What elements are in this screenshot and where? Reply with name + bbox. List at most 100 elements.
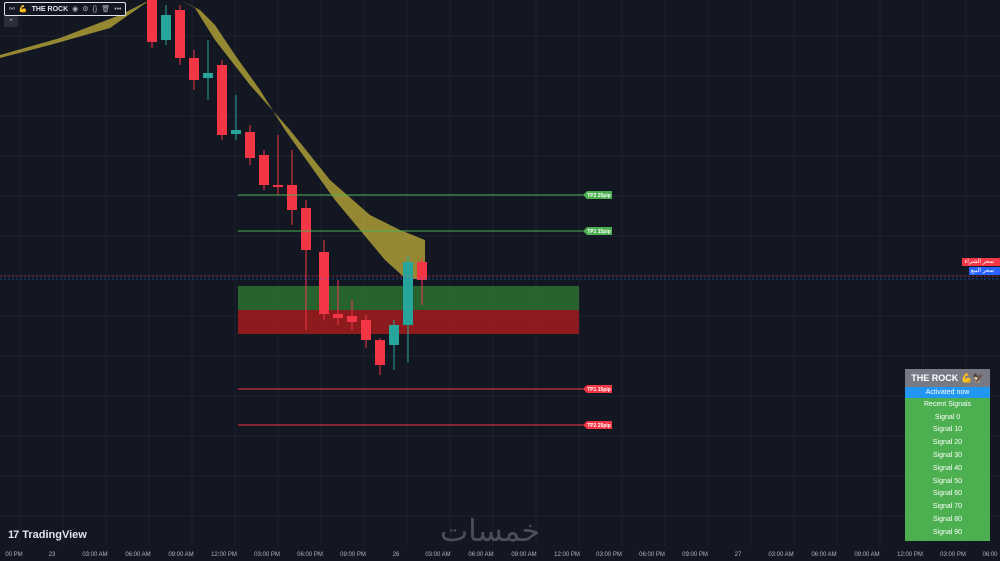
tp-lines: TP2 25pip TP1 15pip TP1 15pip TP2 25pip bbox=[238, 191, 612, 429]
candle-body bbox=[217, 65, 227, 135]
buy-price-tag: سعر البيع bbox=[968, 267, 996, 275]
candle-body bbox=[403, 262, 413, 325]
candle bbox=[389, 320, 399, 370]
time-axis-label: 09:00 PM bbox=[340, 552, 366, 558]
candle bbox=[259, 150, 269, 190]
time-axis-label: 09:00 PM bbox=[682, 552, 708, 558]
candle bbox=[189, 50, 199, 90]
candle bbox=[333, 280, 343, 325]
moving-average-band bbox=[0, 0, 425, 280]
candle bbox=[147, 0, 157, 48]
candle-body bbox=[417, 262, 427, 280]
candle bbox=[175, 5, 185, 65]
candle bbox=[361, 315, 371, 348]
time-axis-label: 09:00 AM bbox=[168, 552, 193, 558]
candle-body bbox=[361, 320, 371, 340]
candle-body bbox=[203, 73, 213, 78]
tp-line: TP1 15pip bbox=[238, 385, 612, 393]
candle-body bbox=[301, 208, 311, 250]
candle-body bbox=[189, 58, 199, 80]
time-axis-label: 06:00 bbox=[982, 552, 998, 558]
candle-body bbox=[375, 340, 385, 365]
time-axis-label: 03:00 PM bbox=[940, 552, 966, 558]
time-axis-label: 03:00 PM bbox=[254, 552, 280, 558]
candle-body bbox=[147, 0, 157, 42]
candle-body bbox=[259, 155, 269, 185]
collapse-legend-button[interactable]: ⌃ bbox=[4, 16, 18, 27]
candle bbox=[287, 150, 297, 225]
sell-price-tag: سعر الشراء bbox=[962, 258, 996, 266]
indicator-legend[interactable]: ⚯ 💪 THE ROCK ◉ ⚙ {} 🗑 ••• bbox=[4, 2, 127, 16]
time-axis-label: 12:00 PM bbox=[897, 552, 923, 558]
chevron-up-icon: ⌃ bbox=[8, 18, 14, 26]
panel-status: Activated now bbox=[905, 387, 990, 398]
band-fill bbox=[0, 0, 425, 280]
time-axis-label: 03:00 AM bbox=[425, 552, 450, 558]
tp-label: TP2 25pip bbox=[587, 193, 611, 199]
signal-row: Signal 90 bbox=[932, 528, 963, 536]
indicator-emoji: 💪 bbox=[18, 6, 28, 13]
indicator-name: THE ROCK bbox=[31, 5, 69, 13]
tp-label: TP1 15pip bbox=[587, 229, 611, 235]
candle bbox=[319, 240, 329, 320]
candle bbox=[417, 258, 427, 305]
signal-row: Signal 20 bbox=[932, 439, 963, 447]
signal-row: Signal 50 bbox=[932, 477, 963, 485]
panel-section-title: Recent Signals bbox=[923, 400, 972, 408]
signal-row: Signal 0 bbox=[934, 413, 961, 421]
time-axis-label: 00 PM bbox=[5, 552, 22, 558]
candle bbox=[161, 5, 171, 45]
trash-icon[interactable]: 🗑 bbox=[101, 6, 111, 13]
time-axis-label: 03:00 PM bbox=[596, 552, 622, 558]
buy-edge-marker bbox=[996, 267, 1000, 275]
tp-line: TP1 15pip bbox=[238, 227, 612, 235]
panel-title-emoji: 💪🦅 bbox=[961, 372, 984, 383]
time-axis-label: 09:00 AM bbox=[511, 552, 536, 558]
tp-line: TP2 25pip bbox=[238, 421, 612, 429]
panel-title: THE ROCK bbox=[911, 373, 959, 383]
settings-icon[interactable]: ⚙ bbox=[82, 6, 89, 13]
signal-row: Signal 30 bbox=[932, 452, 963, 460]
link-icon: ⚯ bbox=[9, 6, 15, 13]
tp-label: TP2 25pip bbox=[587, 423, 611, 429]
time-axis-label: 06:00 PM bbox=[297, 552, 323, 558]
candle bbox=[203, 40, 213, 100]
candle-body bbox=[287, 185, 297, 210]
tradingview-logo[interactable]: 17 TradingView bbox=[8, 529, 87, 541]
source-code-icon[interactable]: {} bbox=[92, 5, 98, 13]
time-axis-label: 12:00 PM bbox=[211, 552, 237, 558]
candle-body bbox=[245, 132, 255, 158]
candle bbox=[301, 200, 311, 330]
sell-edge-marker bbox=[996, 258, 1000, 266]
signal-panel: THE ROCK 💪🦅 Activated now Recent Signals… bbox=[905, 369, 990, 541]
tp-label: TP1 15pip bbox=[587, 387, 611, 393]
candlesticks bbox=[147, 0, 427, 375]
signal-row: Signal 70 bbox=[932, 503, 963, 511]
candle-body bbox=[161, 15, 171, 40]
candle-body bbox=[333, 314, 343, 318]
time-axis-label: 23 bbox=[49, 552, 56, 558]
candle bbox=[375, 338, 385, 375]
candle-body bbox=[319, 252, 329, 314]
time-axis-label: 09:00 AM bbox=[854, 552, 879, 558]
tp-line: TP2 25pip bbox=[238, 191, 612, 199]
candle bbox=[403, 255, 413, 362]
eye-icon[interactable]: ◉ bbox=[72, 6, 79, 13]
tradingview-label: TradingView bbox=[22, 529, 87, 541]
candle-body bbox=[231, 130, 241, 134]
panel-header: THE ROCK 💪🦅 bbox=[905, 369, 990, 387]
candle bbox=[245, 125, 255, 165]
more-icon[interactable]: ••• bbox=[114, 5, 122, 13]
time-axis-label: 06:00 AM bbox=[811, 552, 836, 558]
candle bbox=[217, 60, 227, 140]
time-axis-label: 26 bbox=[393, 552, 400, 558]
time-axis-label: 06:00 AM bbox=[468, 552, 493, 558]
time-axis-label: 12:00 PM bbox=[554, 552, 580, 558]
time-axis-label: 03:00 AM bbox=[768, 552, 793, 558]
candle bbox=[273, 135, 283, 195]
time-axis-label: 06:00 AM bbox=[125, 552, 150, 558]
time-axis-label: 03:00 AM bbox=[82, 552, 107, 558]
signal-row: Signal 10 bbox=[932, 426, 963, 434]
candle-body bbox=[347, 316, 357, 322]
